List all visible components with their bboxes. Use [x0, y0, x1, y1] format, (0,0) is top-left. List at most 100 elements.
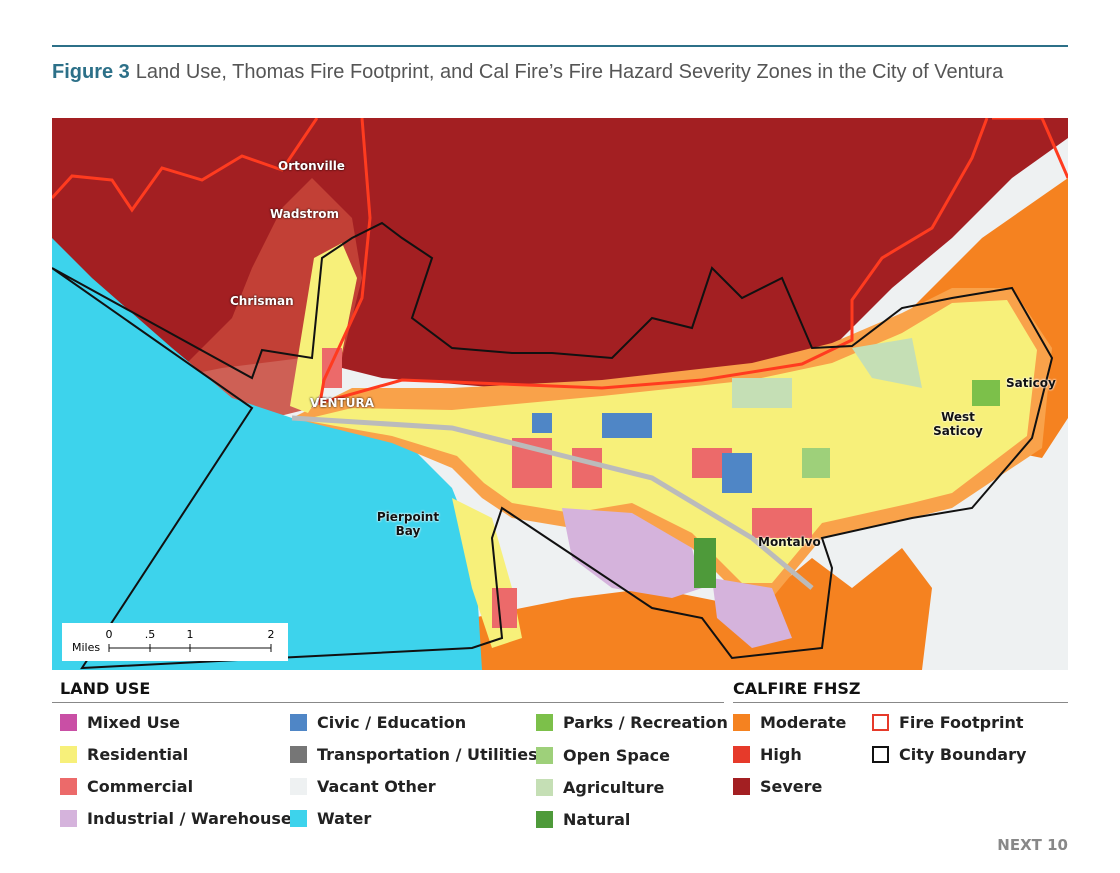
city-boundary	[51, 221, 1054, 670]
civic-blocks	[532, 413, 752, 493]
scale-unit: Miles	[72, 641, 100, 654]
legend-swatch	[536, 714, 553, 731]
scale-label: 1	[187, 628, 194, 641]
legend-label: Moderate	[760, 713, 847, 732]
legend-label: Agriculture	[563, 778, 665, 797]
civic-block	[602, 413, 652, 438]
natural-area	[694, 538, 716, 588]
legend-rule	[733, 702, 1068, 703]
legend-swatch	[290, 714, 307, 731]
legend-swatch	[60, 714, 77, 731]
residential-area	[302, 300, 1037, 583]
place-label: Ortonville	[278, 159, 345, 173]
agriculture	[732, 338, 922, 408]
figure-title: Figure 3 Land Use, Thomas Fire Footprint,…	[52, 60, 1042, 84]
legend-item: Industrial / Warehouse	[60, 809, 292, 828]
commercial-block	[572, 448, 602, 488]
legend-label: High	[760, 745, 802, 764]
place-label: Pierpoint Bay	[376, 510, 440, 538]
legend-swatch	[872, 714, 889, 731]
legend-item: Commercial	[60, 777, 193, 796]
legend-swatch	[872, 746, 889, 763]
agriculture-field	[852, 338, 922, 388]
highway	[291, 415, 814, 590]
legend-swatch	[60, 778, 77, 795]
industrial-area	[712, 578, 792, 648]
legend-item: Fire Footprint	[872, 713, 1024, 732]
legend-label: Residential	[87, 745, 189, 764]
legend-item: Open Space	[536, 746, 670, 765]
legend-label: Natural	[563, 810, 631, 829]
legend-label: Vacant Other	[317, 777, 436, 796]
title-text: Land Use, Thomas Fire Footprint, and Cal…	[135, 61, 1004, 83]
legend-item: High	[733, 745, 802, 764]
legend-label: Water	[317, 809, 372, 828]
legend-label: Commercial	[87, 777, 194, 796]
industrial-area	[562, 508, 702, 598]
scale-label: 0	[106, 628, 113, 641]
scale-label: .5	[145, 628, 156, 641]
legend-item: Civic / Education	[290, 713, 466, 732]
legend-swatch	[536, 811, 553, 828]
legend-swatch	[733, 746, 750, 763]
legend-swatch	[536, 779, 553, 796]
open-space	[802, 448, 830, 478]
legend-label: Civic / Education	[317, 713, 467, 732]
legend-item: Mixed Use	[60, 713, 180, 732]
legend-rule	[52, 702, 724, 703]
legend-label: Industrial / Warehouse	[87, 809, 292, 828]
legend-item: Vacant Other	[290, 777, 436, 796]
legend-swatch	[60, 810, 77, 827]
commercial-block	[492, 588, 517, 628]
place-label: West Saticoy	[933, 410, 983, 438]
agriculture-field	[732, 378, 792, 408]
legend-label: Severe	[760, 777, 823, 796]
map: 0 .5 1 2 Miles Ortonville Wadstrom Chris…	[50, 116, 1070, 670]
residential-area	[290, 243, 357, 413]
legend-heading: LAND USE	[60, 679, 151, 698]
legend-label: Transportation / Utilities	[317, 745, 538, 764]
place-label: Montalvo	[758, 535, 821, 549]
commercial-block	[322, 348, 342, 388]
place-label: VENTURA	[310, 396, 374, 410]
civic-block	[722, 453, 752, 493]
legend-swatch	[536, 747, 553, 764]
legend-heading: CALFIRE FHSZ	[733, 679, 861, 698]
scale-box	[62, 623, 288, 661]
scale-label: 2	[268, 628, 275, 641]
moderate-zone	[472, 548, 932, 670]
legend-item: Natural	[536, 810, 630, 829]
legend-item: Water	[290, 809, 371, 828]
top-rule	[52, 45, 1068, 47]
park	[972, 380, 1000, 406]
legend-item: Parks / Recreation	[536, 713, 728, 732]
legend-swatch	[60, 746, 77, 763]
legend-swatch	[733, 714, 750, 731]
legend-item: Agriculture	[536, 778, 664, 797]
legend-label: Open Space	[563, 746, 670, 765]
legend-item: Moderate	[733, 713, 846, 732]
map-canvas: 0 .5 1 2 Miles	[50, 116, 1070, 670]
legend-item: Transportation / Utilities	[290, 745, 538, 764]
fire-footprint	[50, 116, 1070, 406]
place-label: Chrisman	[230, 294, 294, 308]
legend-label: Mixed Use	[87, 713, 180, 732]
water	[52, 238, 482, 670]
footer: NEXT 10	[997, 836, 1068, 854]
figure-number: Figure 3	[52, 61, 130, 83]
legend-label: Fire Footprint	[899, 713, 1024, 732]
legend-label: City Boundary	[899, 745, 1027, 764]
scale-bar: 0 .5 1 2 Miles	[62, 623, 288, 661]
legend-swatch	[290, 746, 307, 763]
legend-swatch	[733, 778, 750, 795]
legend-item: City Boundary	[872, 745, 1026, 764]
place-label: Saticoy	[1006, 376, 1056, 390]
legend-label: Parks / Recreation	[563, 713, 728, 732]
legend-swatch	[290, 778, 307, 795]
commercial-block	[752, 508, 812, 538]
legend-item: Residential	[60, 745, 188, 764]
place-label: Wadstrom	[270, 207, 340, 221]
legend-item: Severe	[733, 777, 822, 796]
civic-block	[532, 413, 552, 433]
